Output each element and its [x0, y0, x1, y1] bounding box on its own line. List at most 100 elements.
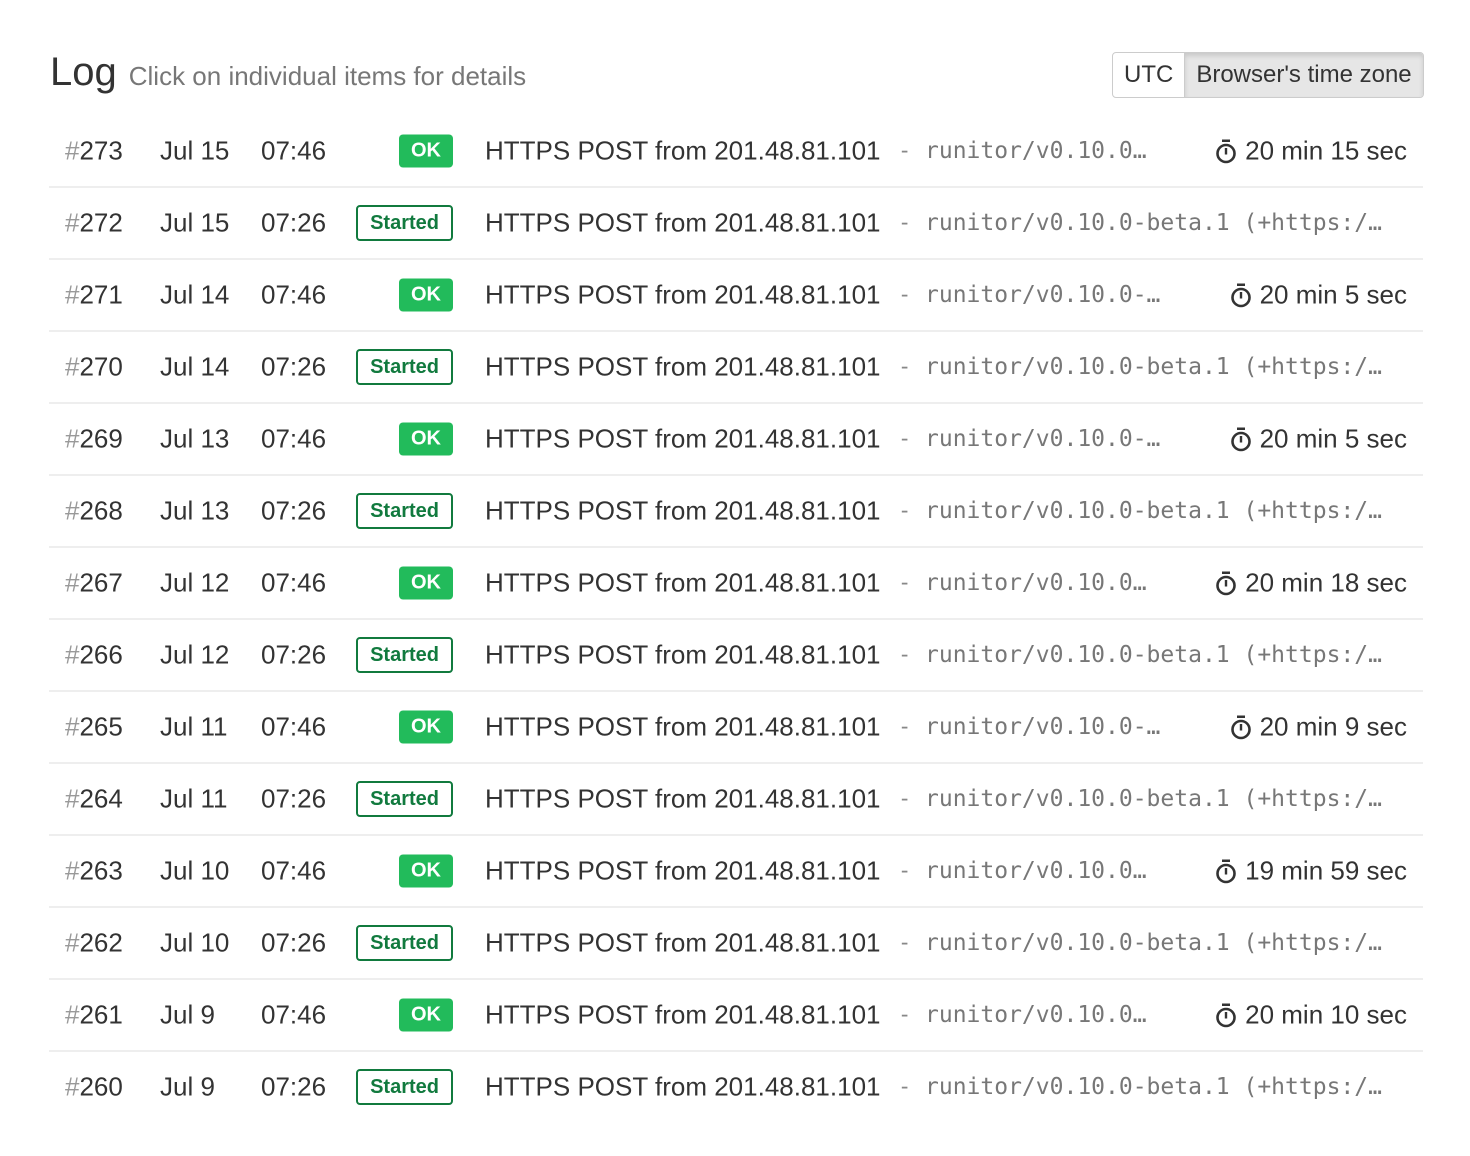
event-time: 07:26 — [261, 639, 327, 670]
user-agent: runitor/v0.10.0-… — [925, 426, 1161, 452]
log-row[interactable]: #263 Jul 10 07:46 OK HTTPS POST from 201.48.… — [49, 836, 1423, 908]
page-title: Log — [50, 50, 117, 94]
log-row[interactable]: #264 Jul 11 07:26 Started HTTPS POST from 20… — [49, 764, 1423, 836]
log-row[interactable]: #271 Jul 14 07:46 OK HTTPS POST from 201.48.… — [49, 260, 1423, 332]
duration: 20 min 15 sec — [1215, 136, 1407, 167]
user-agent: runitor/v0.10.0-beta.1 (+https:/… — [925, 642, 1382, 668]
stopwatch-icon — [1215, 570, 1245, 596]
event-number: #263 — [65, 856, 123, 887]
user-agent: runitor/v0.10.0… — [925, 1002, 1147, 1028]
event-time: 07:46 — [261, 135, 327, 166]
duration-value: 20 min 18 sec — [1245, 567, 1407, 598]
duration-value: 20 min 5 sec — [1259, 423, 1407, 454]
duration: 20 min 10 sec — [1215, 1000, 1407, 1031]
event-number: #262 — [65, 928, 123, 959]
user-agent: runitor/v0.10.0-beta.1 (+https:/… — [925, 930, 1382, 956]
user-agent: runitor/v0.10.0… — [925, 570, 1147, 596]
duration-value: 20 min 15 sec — [1245, 135, 1407, 166]
hash-symbol: # — [65, 999, 80, 1030]
event-number-value: 266 — [79, 639, 123, 670]
event-number: #261 — [65, 1000, 123, 1031]
log-row[interactable]: #273 Jul 15 07:46 OK HTTPS POST from 201.48.… — [49, 116, 1423, 188]
separator: - — [898, 210, 912, 236]
hash-symbol: # — [65, 711, 80, 742]
stopwatch-icon — [1215, 858, 1245, 884]
event-number-value: 263 — [79, 855, 123, 886]
event-message: HTTPS POST from 201.48.81.101 — [485, 567, 881, 598]
separator: - — [898, 138, 912, 164]
event-number-value: 268 — [79, 495, 123, 526]
event-message: HTTPS POST from 201.48.81.101 — [485, 351, 881, 382]
event-date: Jul 11 — [160, 783, 228, 814]
event-message: HTTPS POST from 201.48.81.101 — [485, 495, 881, 526]
log-row[interactable]: #268 Jul 13 07:26 Started HTTPS POST from 20… — [49, 476, 1423, 548]
event-date: Jul 15 — [160, 135, 230, 166]
event-number: #260 — [65, 1072, 123, 1103]
user-agent: runitor/v0.10.0-… — [925, 282, 1161, 308]
log-row[interactable]: #267 Jul 12 07:46 OK HTTPS POST from 201.48.… — [49, 548, 1423, 620]
event-time: 07:26 — [261, 351, 327, 382]
status-badge: OK — [399, 566, 453, 600]
duration: 20 min 5 sec — [1230, 424, 1407, 455]
event-number: #269 — [65, 424, 123, 455]
stopwatch-icon — [1230, 714, 1260, 740]
log-row[interactable]: #260 Jul 9 07:26 Started HTTPS POST from 201… — [49, 1052, 1423, 1122]
status-badge: OK — [399, 134, 453, 168]
separator: - — [898, 426, 912, 452]
event-number: #270 — [65, 352, 123, 383]
hash-symbol: # — [65, 135, 80, 166]
log-row[interactable]: #265 Jul 11 07:46 OK HTTPS POST from 201.48.… — [49, 692, 1423, 764]
timezone-browser-button[interactable]: Browser's time zone — [1184, 53, 1423, 97]
event-number-value: 264 — [79, 783, 123, 814]
event-message: HTTPS POST from 201.48.81.101 — [485, 927, 881, 958]
event-number: #271 — [65, 280, 123, 311]
timezone-toggle: UTC Browser's time zone — [1112, 52, 1424, 98]
event-time: 07:46 — [261, 711, 327, 742]
log-row[interactable]: #266 Jul 12 07:26 Started HTTPS POST from 20… — [49, 620, 1423, 692]
user-agent: runitor/v0.10.0… — [925, 858, 1147, 884]
duration-value: 20 min 10 sec — [1245, 999, 1407, 1030]
event-date: Jul 10 — [160, 927, 230, 958]
log-row[interactable]: #272 Jul 15 07:26 Started HTTPS POST from 20… — [49, 188, 1423, 260]
stopwatch-icon — [1215, 1002, 1245, 1028]
separator: - — [898, 354, 912, 380]
event-time: 07:46 — [261, 423, 327, 454]
timezone-utc-button[interactable]: UTC — [1124, 61, 1174, 88]
hash-symbol: # — [65, 639, 80, 670]
user-agent: runitor/v0.10.0-beta.1 (+https:/… — [925, 354, 1382, 380]
separator: - — [898, 858, 912, 884]
hash-symbol: # — [65, 927, 80, 958]
duration-value: 19 min 59 sec — [1245, 855, 1407, 886]
event-date: Jul 9 — [160, 999, 215, 1030]
user-agent: runitor/v0.10.0-beta.1 (+https:/… — [925, 786, 1382, 812]
hash-symbol: # — [65, 423, 80, 454]
status-badge: OK — [399, 422, 453, 456]
hash-symbol: # — [65, 855, 80, 886]
log-row[interactable]: #261 Jul 9 07:46 OK HTTPS POST from 201.48.8… — [49, 980, 1423, 1052]
event-number-value: 262 — [79, 927, 123, 958]
event-message: HTTPS POST from 201.48.81.101 — [485, 207, 881, 238]
log-row[interactable]: #262 Jul 10 07:26 Started HTTPS POST from 20… — [49, 908, 1423, 980]
event-time: 07:26 — [261, 783, 327, 814]
event-message: HTTPS POST from 201.48.81.101 — [485, 999, 881, 1030]
event-time: 07:26 — [261, 927, 327, 958]
event-date: Jul 14 — [160, 279, 230, 310]
event-time: 07:26 — [261, 207, 327, 238]
event-date: Jul 11 — [160, 711, 228, 742]
status-badge: Started — [356, 1069, 453, 1105]
event-number: #273 — [65, 136, 123, 167]
duration: 19 min 59 sec — [1215, 856, 1407, 887]
event-number-value: 261 — [79, 999, 123, 1030]
separator: - — [898, 642, 912, 668]
event-message: HTTPS POST from 201.48.81.101 — [485, 279, 881, 310]
event-date: Jul 14 — [160, 351, 230, 382]
status-badge: Started — [356, 637, 453, 673]
log-header: Log Click on individual items for detail… — [50, 50, 526, 95]
log-row[interactable]: #270 Jul 14 07:26 Started HTTPS POST from 20… — [49, 332, 1423, 404]
status-badge: Started — [356, 781, 453, 817]
stopwatch-icon — [1215, 138, 1245, 164]
event-number: #264 — [65, 784, 123, 815]
log-row[interactable]: #269 Jul 13 07:46 OK HTTPS POST from 201.48.… — [49, 404, 1423, 476]
event-time: 07:26 — [261, 1071, 327, 1102]
